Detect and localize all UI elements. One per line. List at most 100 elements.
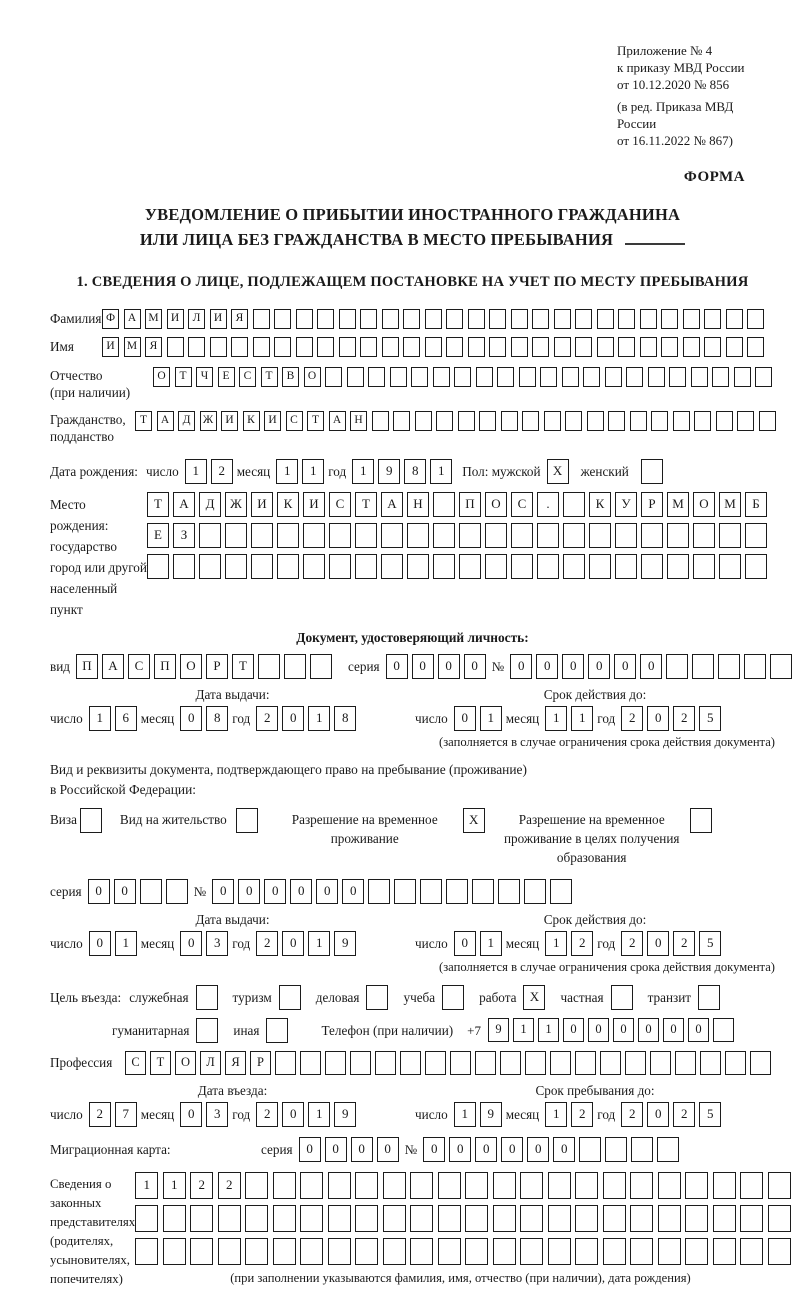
birthplace-cell[interactable] — [537, 554, 559, 579]
representatives-cell[interactable] — [630, 1205, 654, 1232]
birthplace-cell[interactable] — [355, 523, 377, 548]
birthplace-cell[interactable] — [667, 554, 689, 579]
residence-number-cell[interactable]: 0 — [316, 879, 339, 904]
expiry-year-cell[interactable]: 5 — [699, 706, 722, 731]
patronymic-cell[interactable]: В — [282, 367, 299, 387]
doc-number-cell[interactable]: 0 — [614, 654, 637, 679]
birthplace-cell[interactable] — [407, 554, 429, 579]
profession-cell[interactable] — [750, 1051, 771, 1075]
surname-cell[interactable] — [639, 309, 657, 329]
entry-day-cell[interactable]: 2 — [88, 1102, 111, 1127]
representatives-cell[interactable] — [355, 1205, 379, 1232]
migration-series-cell[interactable]: 0 — [324, 1137, 347, 1162]
citizenship-cell[interactable]: И — [264, 411, 281, 431]
expiry-year-cell[interactable]: 2 — [673, 706, 696, 731]
patronymic-cell[interactable] — [325, 367, 342, 387]
profession-cell[interactable] — [300, 1051, 321, 1075]
profession-cell[interactable]: О — [175, 1051, 196, 1075]
patronymic-cell[interactable] — [389, 367, 407, 387]
name-cell[interactable] — [295, 337, 313, 357]
name-cell[interactable] — [747, 337, 764, 357]
doc-series-cell[interactable]: 0 — [463, 654, 486, 679]
representatives-cell[interactable] — [657, 1238, 681, 1265]
issue-month-cell[interactable]: 8 — [206, 706, 229, 731]
doc-number-cell[interactable]: 0 — [640, 654, 663, 679]
name-cell[interactable] — [489, 337, 506, 357]
birthplace-cell[interactable]: И — [251, 492, 273, 517]
birthplace-cell[interactable] — [277, 523, 299, 548]
residence-number-cell[interactable]: 0 — [342, 879, 365, 904]
birth-month-cell[interactable]: 1 — [276, 459, 299, 484]
residence-number-cell[interactable] — [446, 879, 469, 904]
representatives-cell[interactable] — [602, 1238, 626, 1265]
citizenship-cell[interactable] — [737, 411, 754, 431]
representatives-cell[interactable] — [327, 1205, 351, 1232]
phone-cell[interactable]: 0 — [638, 1018, 659, 1042]
representatives-cell[interactable] — [190, 1205, 214, 1232]
purpose-other-cell[interactable] — [266, 1018, 289, 1043]
birthplace-cell[interactable] — [199, 554, 221, 579]
citizenship-cell[interactable] — [694, 411, 711, 431]
patronymic-cell[interactable]: О — [153, 367, 170, 387]
citizenship-cell[interactable]: Т — [135, 411, 152, 431]
birthplace-cell[interactable]: С — [511, 492, 533, 517]
stay-year-cell[interactable]: 0 — [647, 1102, 670, 1127]
representatives-cell[interactable] — [602, 1205, 626, 1232]
doc-number-cell[interactable]: 0 — [536, 654, 559, 679]
birthplace-cell[interactable] — [433, 492, 455, 517]
residence-issue-day-cell[interactable]: 0 — [88, 931, 111, 956]
patronymic-cell[interactable] — [432, 367, 450, 387]
stay-day-cell[interactable]: 9 — [479, 1102, 502, 1127]
name-cell[interactable]: М — [123, 337, 141, 357]
birthplace-cell[interactable] — [251, 554, 273, 579]
representatives-cell[interactable] — [465, 1172, 489, 1199]
birthplace-cell[interactable] — [433, 523, 455, 548]
stay-year-cell[interactable]: 2 — [673, 1102, 696, 1127]
patronymic-cell[interactable] — [690, 367, 708, 387]
representatives-cell[interactable] — [740, 1238, 764, 1265]
profession-cell[interactable]: Л — [200, 1051, 221, 1075]
birthplace-cell[interactable] — [329, 523, 351, 548]
patronymic-cell[interactable] — [346, 367, 364, 387]
citizenship-cell[interactable]: К — [242, 411, 260, 431]
representatives-cell[interactable] — [300, 1205, 324, 1232]
name-cell[interactable] — [209, 337, 227, 357]
representatives-cell[interactable] — [740, 1205, 764, 1232]
sex-male-cell[interactable]: X — [546, 459, 569, 484]
name-cell[interactable] — [231, 337, 248, 357]
expiry-day-cell[interactable]: 1 — [479, 706, 502, 731]
representatives-cell[interactable] — [135, 1205, 159, 1232]
migration-number-cell[interactable]: 0 — [475, 1137, 498, 1162]
entry-year-cell[interactable]: 0 — [282, 1102, 305, 1127]
profession-cell[interactable] — [275, 1051, 296, 1075]
citizenship-cell[interactable]: Т — [307, 411, 324, 431]
name-cell[interactable] — [725, 337, 743, 357]
residence-expiry-day-cell[interactable]: 1 — [479, 931, 502, 956]
surname-cell[interactable] — [532, 309, 549, 329]
phone-cell[interactable] — [713, 1018, 734, 1042]
birthplace-cell[interactable] — [173, 554, 195, 579]
profession-cell[interactable] — [400, 1051, 421, 1075]
issue-year-cell[interactable]: 2 — [256, 706, 279, 731]
birthplace-cell[interactable]: Н — [407, 492, 429, 517]
doc-kind-cell[interactable] — [284, 654, 306, 679]
doc-kind-cell[interactable]: Т — [232, 654, 254, 679]
citizenship-cell[interactable] — [393, 411, 410, 431]
residence-expiry-year-cell[interactable]: 0 — [647, 931, 670, 956]
birthplace-cell[interactable] — [225, 554, 247, 579]
purpose-business-cell[interactable] — [366, 985, 389, 1010]
representatives-cell[interactable] — [602, 1172, 626, 1199]
profession-cell[interactable] — [650, 1051, 671, 1075]
birthplace-cell[interactable] — [485, 554, 507, 579]
birthplace-cell[interactable] — [511, 554, 533, 579]
doc-number-cell[interactable]: 0 — [588, 654, 611, 679]
doc-kind-cell[interactable]: О — [180, 654, 202, 679]
name-cell[interactable] — [360, 337, 377, 357]
expiry-day-cell[interactable]: 0 — [453, 706, 476, 731]
birthplace-cell[interactable]: У — [615, 492, 637, 517]
citizenship-cell[interactable] — [651, 411, 668, 431]
representatives-cell[interactable] — [300, 1172, 324, 1199]
name-cell[interactable] — [424, 337, 442, 357]
migration-series-cell[interactable]: 0 — [350, 1137, 373, 1162]
representatives-cell[interactable] — [520, 1172, 544, 1199]
